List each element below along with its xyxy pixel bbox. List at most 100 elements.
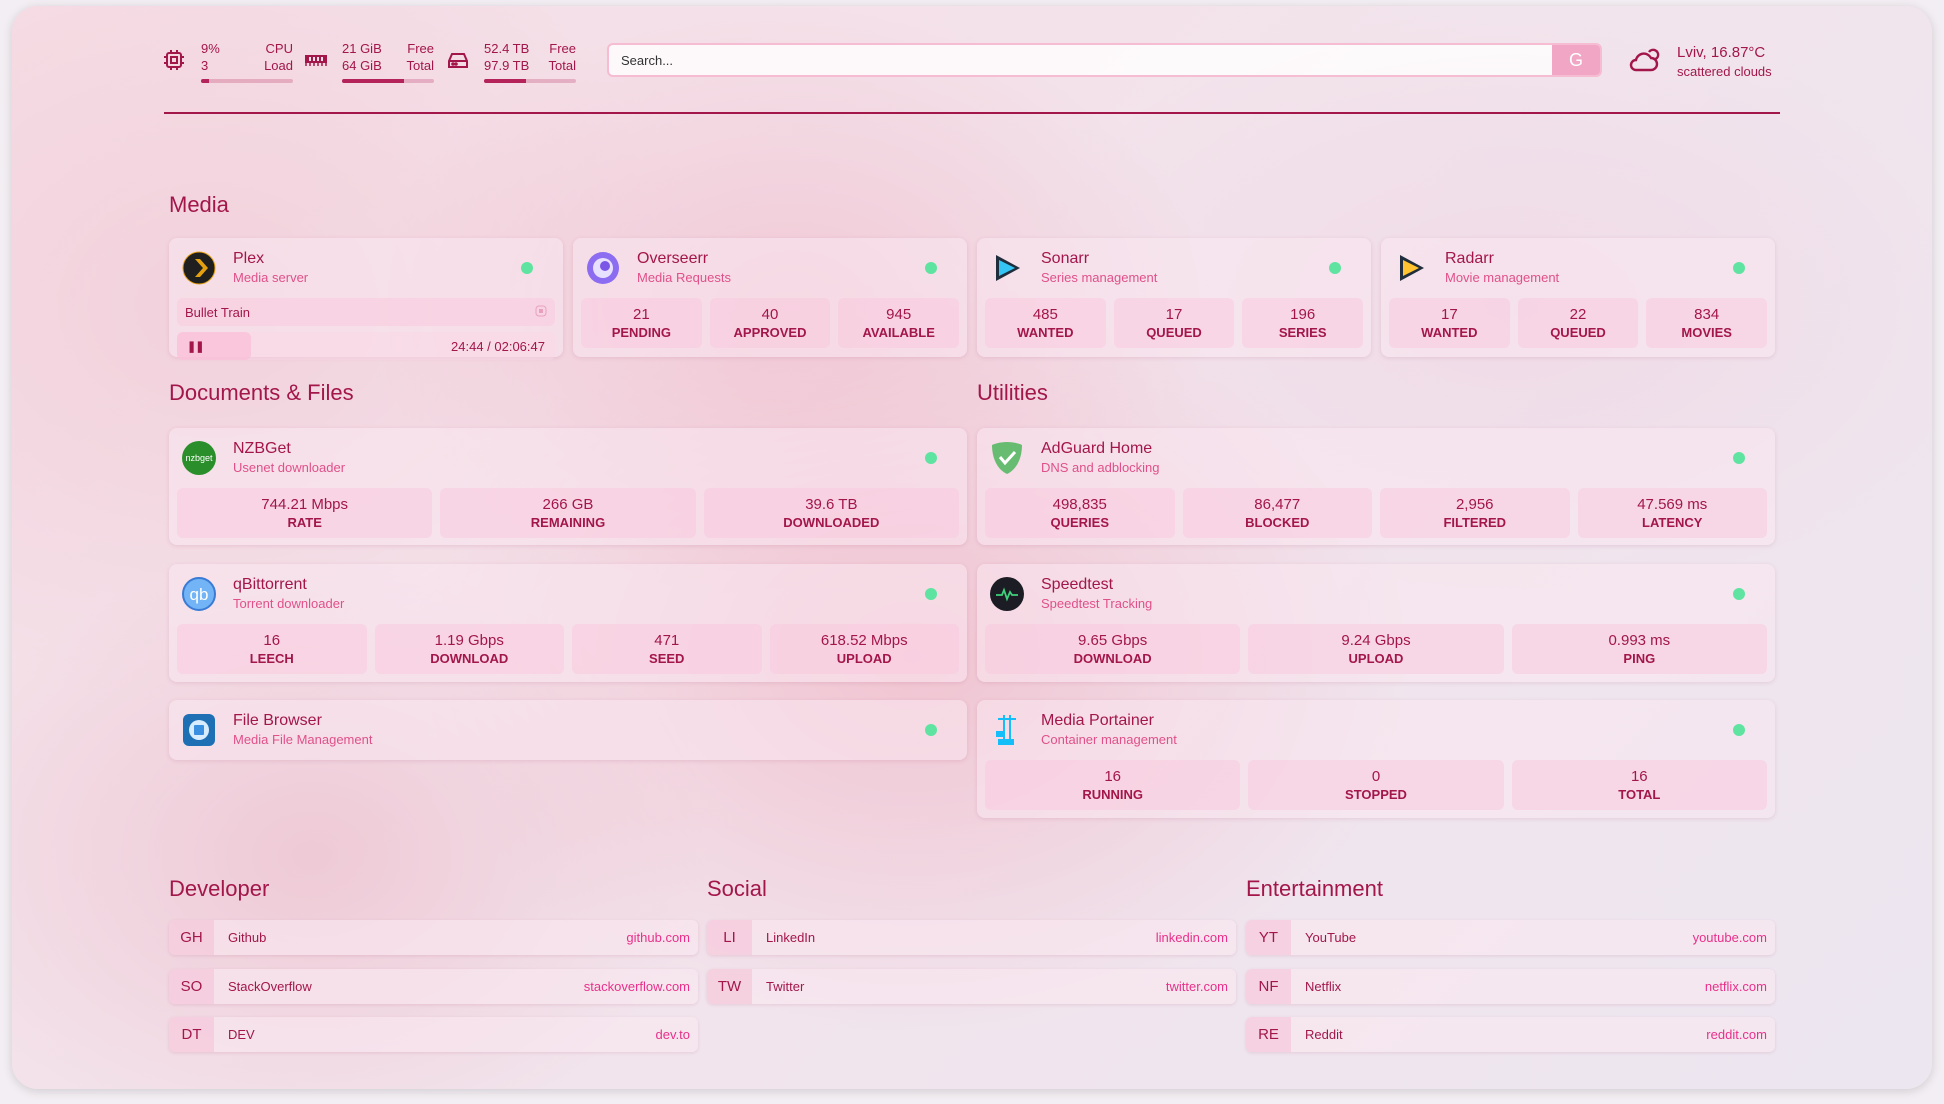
stat-value: 498,835 xyxy=(1052,496,1107,513)
service-header[interactable]: Overseerr Media Requests xyxy=(581,238,959,298)
bookmark-youtube[interactable]: YT YouTube youtube.com xyxy=(1246,920,1775,955)
stat-value: 945 xyxy=(886,306,912,323)
stat-value: 86,477 xyxy=(1254,496,1301,513)
status-indicator xyxy=(925,262,937,274)
status-indicator xyxy=(1733,588,1745,600)
stat-label: LATENCY xyxy=(1642,515,1703,530)
service-card-sonarr[interactable]: Sonarr Series management 485 WANTED 17 QUEUED… xyxy=(977,238,1371,357)
service-card-overseerr[interactable]: Overseerr Media Requests 21 PENDING 40 APPROV… xyxy=(573,238,967,357)
service-header[interactable]: nzbget NZBGet Usenet downloader xyxy=(177,428,959,488)
service-header[interactable]: Plex Media server xyxy=(177,238,555,298)
stat-download: 9.65 Gbps DOWNLOAD xyxy=(985,624,1241,674)
service-header[interactable]: qb qBittorrent Torrent downloader xyxy=(177,564,959,624)
pause-icon[interactable]: ❚❚ xyxy=(187,340,204,353)
stat-label: LEECH xyxy=(249,651,294,666)
bookmark-abbr: SO xyxy=(169,968,214,1004)
bookmark-abbr: YT xyxy=(1246,920,1291,955)
stat-value: 47.569 ms xyxy=(1637,496,1708,513)
stat-value: 1.19 Gbps xyxy=(434,632,504,649)
service-text: AdGuard Home DNS and adblocking xyxy=(1041,439,1160,477)
stat-label: MOVIES xyxy=(1681,325,1732,340)
stat-value: 16 xyxy=(263,632,281,649)
disk-stat: 52.4 TB Free 97.9 TB Total xyxy=(484,40,576,83)
service-card-nzbget[interactable]: nzbget NZBGet Usenet downloader 744.21 Mbps… xyxy=(169,428,967,545)
stat-ping: 0.993 ms PING xyxy=(1511,624,1767,674)
header-divider xyxy=(164,112,1780,114)
stat-value: 16 xyxy=(1630,768,1648,785)
now-playing-title: Bullet Train xyxy=(185,304,251,320)
service-header[interactable]: File Browser Media File Management xyxy=(177,700,959,760)
service-stats: 485 WANTED 17 QUEUED 196 SERIES xyxy=(985,298,1364,348)
cpu-load: 3 xyxy=(201,58,209,73)
bookmark-name: Netflix xyxy=(1305,978,1342,994)
bookmark-abbr: LI xyxy=(707,920,752,955)
stat-running: 16 RUNNING xyxy=(985,760,1241,810)
service-header[interactable]: Speedtest Speedtest Tracking xyxy=(985,564,1767,624)
service-name: Speedtest xyxy=(1041,576,1114,593)
service-text: NZBGet Usenet downloader xyxy=(233,439,345,477)
weather-location-temp: Lviv, 16.87°C xyxy=(1677,44,1766,61)
search-input[interactable] xyxy=(609,45,1552,75)
service-header[interactable]: AdGuard Home DNS and adblocking xyxy=(985,428,1767,488)
playback-progress[interactable]: ❚❚ 24:44 / 02:06:47 xyxy=(177,332,555,360)
google-search-button[interactable]: G xyxy=(1552,45,1600,75)
service-card-qbittorrent[interactable]: qb qBittorrent Torrent downloader 16 LEECH 1.… xyxy=(169,564,967,682)
service-card-adguard-home[interactable]: AdGuard Home DNS and adblocking 498,835 QUE… xyxy=(977,428,1775,545)
service-name: Radarr xyxy=(1445,250,1494,267)
playback-time: 24:44 / 02:06:47 xyxy=(451,338,545,354)
section-title-documents: Documents & Files xyxy=(169,380,354,405)
bookmark-stackoverflow[interactable]: SO StackOverflow stackoverflow.com xyxy=(169,968,698,1004)
stat-value: 22 xyxy=(1569,306,1587,323)
stat-blocked: 86,477 BLOCKED xyxy=(1182,488,1372,538)
bookmark-url: stackoverflow.com xyxy=(583,978,690,994)
service-description: Usenet downloader xyxy=(233,460,346,475)
bookmark-dev[interactable]: DT DEV dev.to xyxy=(169,1017,698,1052)
bookmark-reddit[interactable]: RE Reddit reddit.com xyxy=(1246,1017,1775,1052)
bookmark-twitter[interactable]: TW Twitter twitter.com xyxy=(707,968,1236,1004)
service-card-media-portainer[interactable]: Media Portainer Container management 16 RUN… xyxy=(977,700,1775,818)
service-card-radarr[interactable]: Radarr Movie management 17 WANTED 22 QUEUED 83… xyxy=(1381,238,1775,357)
sonarr-icon xyxy=(989,250,1025,286)
stat-label: QUERIES xyxy=(1050,515,1109,530)
bookmark-name: Github xyxy=(228,930,267,945)
now-playing-title-row[interactable]: Bullet Train xyxy=(177,298,555,326)
bookmark-abbr: RE xyxy=(1246,1017,1291,1052)
stat-downloaded: 39.6 TB DOWNLOADED xyxy=(703,488,959,538)
stat-value: 2,956 xyxy=(1455,496,1494,513)
section-title-utilities: Utilities xyxy=(977,380,1048,405)
bookmark-abbr: DT xyxy=(169,1017,214,1052)
total-label: Total xyxy=(406,58,434,73)
cpu-label: CPU xyxy=(265,41,293,56)
stat-label: RATE xyxy=(287,515,322,530)
overseerr-icon xyxy=(585,250,621,286)
service-text: Radarr Movie management xyxy=(1445,249,1559,287)
service-card-plex[interactable]: Plex Media server Bullet Train ❚❚ 24:44 / 02… xyxy=(169,238,563,360)
service-card-speedtest[interactable]: Speedtest Speedtest Tracking 9.65 Gbps DOWN… xyxy=(977,564,1775,682)
service-card-file-browser[interactable]: File Browser Media File Management xyxy=(169,700,967,760)
service-header[interactable]: Radarr Movie management xyxy=(1389,238,1767,298)
disk-free: 52.4 TB xyxy=(484,41,530,56)
stat-value: 17 xyxy=(1440,306,1458,323)
dashboard-background xyxy=(12,6,1932,1089)
stat-approved: 40 APPROVED xyxy=(709,298,831,348)
service-stats: 744.21 Mbps RATE 266 GB REMAINING 39.6 TB DOW… xyxy=(177,488,959,538)
bookmark-linkedin[interactable]: LI LinkedIn linkedin.com xyxy=(707,920,1236,955)
service-text: Speedtest Speedtest Tracking xyxy=(1041,575,1152,613)
stat-label: DOWNLOAD xyxy=(430,651,509,666)
bookmark-group-title: Developer xyxy=(169,876,270,901)
stat-label: TOTAL xyxy=(1618,787,1661,802)
service-description: Torrent downloader xyxy=(233,596,345,611)
bookmark-netflix[interactable]: NF Netflix netflix.com xyxy=(1246,968,1775,1004)
service-description: Container management xyxy=(1041,732,1177,747)
stat-label: WANTED xyxy=(1017,325,1074,340)
service-header[interactable]: Sonarr Series management xyxy=(985,238,1363,298)
bookmark-url: youtube.com xyxy=(1692,930,1767,945)
bookmark-github[interactable]: GH Github github.com xyxy=(169,920,698,955)
service-header[interactable]: Media Portainer Container management xyxy=(985,700,1767,760)
service-description: Media server xyxy=(233,270,309,285)
stat-latency: 47.569 ms LATENCY xyxy=(1577,488,1767,538)
stat-leech: 16 LEECH xyxy=(177,624,367,674)
stream-icon[interactable] xyxy=(535,305,547,320)
stat-value: 834 xyxy=(1694,306,1720,323)
service-description: DNS and adblocking xyxy=(1041,460,1160,475)
